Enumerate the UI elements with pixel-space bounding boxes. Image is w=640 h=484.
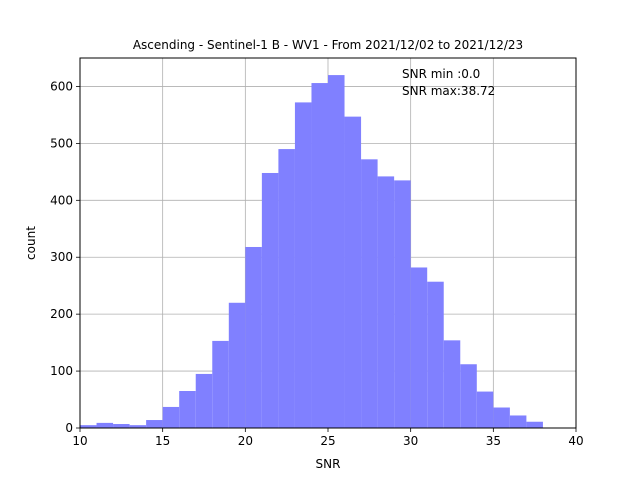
x-tick-label: 20	[238, 434, 253, 448]
histogram-bar	[80, 425, 97, 428]
y-tick-label: 100	[50, 364, 73, 378]
annotation-snr-min: SNR min :0.0	[402, 67, 480, 81]
x-axis-label: SNR	[316, 457, 341, 471]
histogram-bar	[509, 415, 527, 428]
histogram-bar	[113, 424, 130, 428]
histogram-bar	[344, 116, 362, 428]
x-tick-label: 15	[155, 434, 170, 448]
histogram-bar	[311, 83, 328, 429]
histogram-bar	[410, 267, 428, 428]
histogram-bar	[146, 420, 163, 428]
histogram-bar	[278, 149, 295, 429]
histogram-bar	[294, 102, 312, 429]
x-tick-label: 40	[568, 434, 583, 448]
y-axis-label: count	[24, 226, 38, 260]
y-axis-ticks: 0 100 200 300 400 500 600	[50, 79, 80, 435]
y-tick-label: 200	[50, 307, 73, 321]
x-tick-label: 10	[72, 434, 87, 448]
y-tick-label: 300	[50, 250, 73, 264]
y-tick-label: 0	[65, 421, 73, 435]
histogram-bar	[162, 406, 180, 428]
x-tick-label: 25	[320, 434, 335, 448]
chart-title: Ascending - Sentinel-1 B - WV1 - From 20…	[133, 38, 523, 52]
histogram-bar	[443, 340, 461, 428]
y-tick-label: 400	[50, 193, 73, 207]
x-tick-label: 35	[486, 434, 501, 448]
histogram-bar	[245, 246, 262, 428]
histogram-bar	[96, 422, 114, 428]
histogram-bars	[80, 75, 543, 429]
histogram-bar	[394, 180, 411, 428]
histogram-bar	[328, 75, 345, 429]
histogram-bar	[129, 425, 147, 428]
histogram-bar	[427, 281, 444, 428]
histogram-bar	[361, 159, 378, 429]
histogram-bar	[476, 391, 494, 428]
x-axis-ticks: 10 15 20 25 30 35 40	[72, 428, 584, 448]
y-tick-label: 600	[50, 79, 73, 93]
annotation-snr-max: SNR max:38.72	[402, 84, 495, 98]
histogram-bar	[377, 176, 395, 428]
histogram-bar	[212, 340, 229, 428]
histogram-bar	[228, 302, 246, 428]
x-tick-label: 30	[403, 434, 418, 448]
histogram-bar	[460, 364, 477, 428]
histogram-bar	[526, 421, 543, 428]
y-tick-label: 500	[50, 136, 73, 150]
histogram-bar	[179, 391, 196, 428]
histogram-bar	[261, 172, 279, 428]
histogram-bar	[493, 407, 510, 428]
histogram-bar	[195, 373, 213, 428]
